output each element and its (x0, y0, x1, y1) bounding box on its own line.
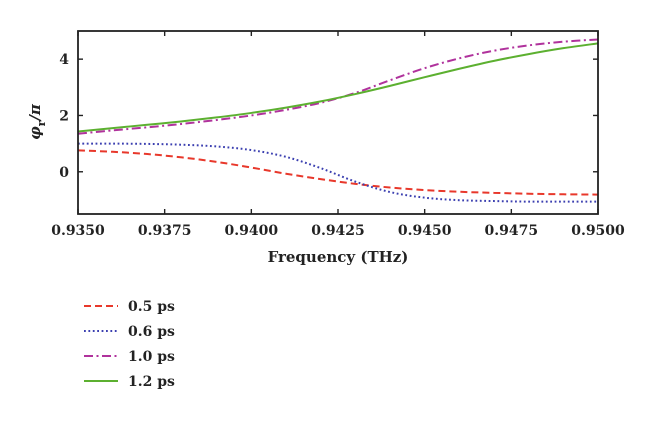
series-curves (77, 38, 599, 203)
y-axis-label: φr/π (26, 103, 48, 140)
legend-item: 0.6 ps (84, 324, 175, 340)
legend-label: 1.0 ps (128, 349, 175, 365)
y-tick-label: 2 (59, 108, 69, 124)
x-tick-label: 0.9350 (51, 223, 105, 239)
y-tick-label: 4 (59, 52, 69, 68)
x-axis-label: Frequency (THz) (268, 248, 409, 266)
x-axis: 0.9350 0.9375 0.9400 0.9425 0.9450 0.9475 0.95… (51, 31, 625, 239)
y-axis: 0 2 4 (59, 52, 598, 181)
legend-label: 1.2 ps (128, 374, 175, 390)
x-tick-label: 0.9400 (225, 223, 279, 239)
series-line-3 (77, 42, 599, 133)
series-line-0 (77, 149, 599, 196)
series-line-2 (77, 38, 599, 135)
x-tick-label: 0.9425 (311, 223, 365, 239)
x-tick-label: 0.9475 (485, 223, 539, 239)
legend-item: 1.2 ps (84, 374, 175, 390)
plot-frame (77, 30, 599, 215)
legend-item: 0.5 ps (84, 299, 175, 315)
y-tick-label: 0 (59, 165, 69, 181)
legend-label: 0.5 ps (128, 299, 175, 315)
legend-label: 0.6 ps (128, 324, 175, 340)
x-tick-label: 0.9450 (398, 223, 452, 239)
x-tick-label: 0.9500 (571, 223, 625, 239)
x-tick-label: 0.9375 (138, 223, 192, 239)
legend-item: 1.0 ps (84, 349, 175, 365)
legend: 0.5 ps 0.6 ps 1.0 ps 1.2 ps (84, 299, 175, 390)
series-line-1 (77, 142, 598, 203)
